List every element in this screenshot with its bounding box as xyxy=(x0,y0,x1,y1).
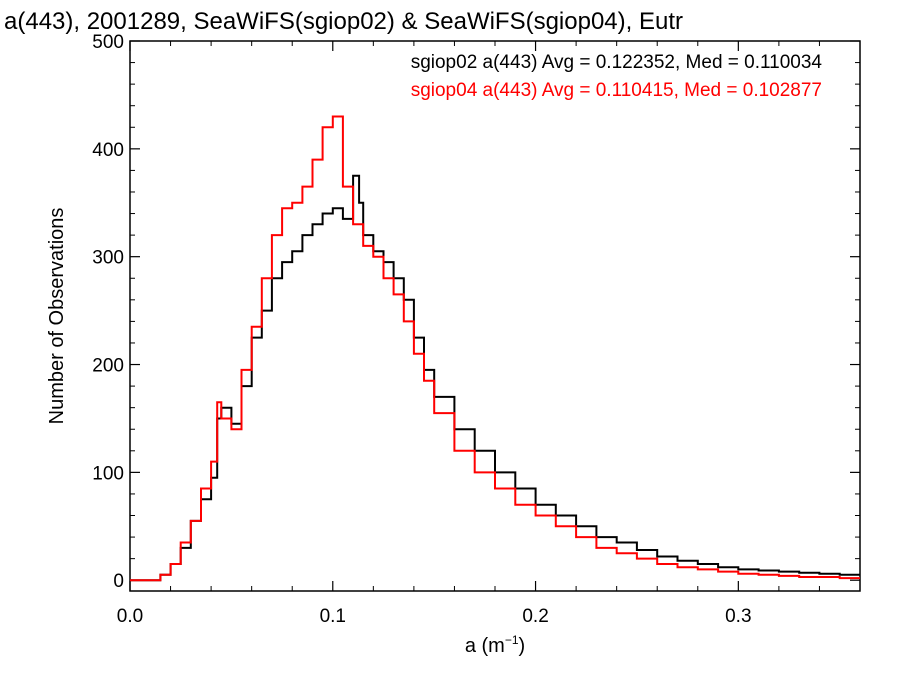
series-line-sgiop02 xyxy=(130,174,860,582)
x-tick-label: 0.2 xyxy=(522,606,548,627)
y-tick-label: 0 xyxy=(113,571,124,592)
y-tick-label: 200 xyxy=(92,356,124,377)
chart-title: a(443), 2001289, SeaWiFS(sgiop02) & SeaW… xyxy=(4,8,683,35)
x-tick-label: 0.1 xyxy=(320,606,346,627)
plot-frame xyxy=(129,40,861,592)
x-tick-label: 0.0 xyxy=(117,606,143,627)
legend: sgiop02 a(443) Avg = 0.122352, Med = 0.1… xyxy=(411,52,823,101)
x-tick-label: 0.3 xyxy=(725,606,751,627)
y-axis-label: Number of Observations xyxy=(46,208,68,425)
y-tick-label: 100 xyxy=(92,463,124,484)
y-tick-label: 500 xyxy=(92,32,124,53)
y-tick-label: 300 xyxy=(92,248,124,269)
legend-entry-sgiop02: sgiop02 a(443) Avg = 0.122352, Med = 0.1… xyxy=(411,52,823,73)
series-group xyxy=(130,115,860,582)
y-tick-label: 400 xyxy=(92,140,124,161)
x-axis-label: a (m−1) xyxy=(465,633,525,657)
legend-entry-sgiop04: sgiop04 a(443) Avg = 0.110415, Med = 0.1… xyxy=(411,80,822,101)
series-line-sgiop04 xyxy=(130,115,860,582)
axis-ticks: 0.0 0.1 0.2 0.3 0 100 200 300 400 500 xyxy=(92,32,860,627)
